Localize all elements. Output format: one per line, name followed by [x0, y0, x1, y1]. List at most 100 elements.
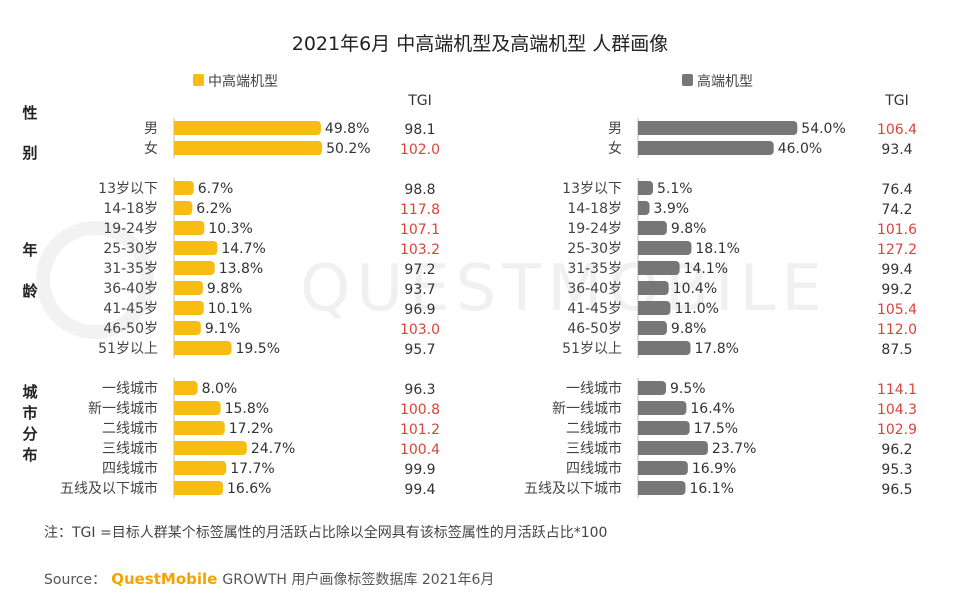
bar: [638, 401, 687, 415]
bar-value-label: 6.7%: [198, 181, 234, 197]
bar-value-label: 10.3%: [208, 221, 252, 237]
bar: [638, 201, 650, 215]
bar: [638, 481, 686, 495]
tgi-value: 96.5: [881, 482, 912, 498]
tgi-value: 98.1: [404, 122, 435, 138]
tgi-value: 95.3: [881, 462, 912, 478]
category-label: 46-50岁: [567, 321, 622, 337]
category-label: 三线城市: [102, 440, 158, 457]
bar-value-label: 16.1%: [689, 481, 733, 497]
bar-value-label: 15.8%: [225, 401, 269, 417]
bar-value-label: 9.8%: [207, 281, 243, 297]
bar-value-label: 54.0%: [801, 121, 845, 137]
category-label: 一线城市: [102, 380, 158, 397]
bar-value-label: 16.6%: [227, 481, 271, 497]
tgi-value: 74.2: [881, 202, 912, 218]
bar: [174, 181, 194, 195]
tgi-value: 76.4: [881, 182, 912, 198]
tgi-header-left: TGI: [407, 93, 432, 109]
tgi-value: 87.5: [881, 342, 912, 358]
bar: [174, 481, 223, 495]
category-label: 四线城市: [566, 460, 622, 477]
bar-value-label: 14.1%: [684, 261, 728, 277]
tgi-value: 93.4: [881, 142, 912, 158]
bar-value-label: 19.5%: [236, 341, 280, 357]
bar-value-label: 9.8%: [671, 321, 707, 337]
bar: [174, 401, 221, 415]
bar: [638, 281, 669, 295]
bar-value-label: 10.1%: [208, 301, 252, 317]
category-label: 46-50岁: [103, 321, 158, 337]
tgi-value: 99.2: [881, 282, 912, 298]
bar: [174, 301, 204, 315]
category-label: 51岁以上: [562, 341, 622, 357]
bar-value-label: 9.1%: [205, 321, 241, 337]
category-label: 二线城市: [102, 420, 158, 437]
legend-label-mid-high: 中高端机型: [208, 73, 278, 90]
tgi-value: 99.9: [404, 462, 435, 478]
tgi-value: 117.8: [400, 202, 440, 218]
section-label-char: 别: [21, 144, 37, 162]
bar: [638, 321, 667, 335]
category-label: 三线城市: [566, 440, 622, 457]
bar: [638, 221, 667, 235]
bar: [638, 341, 691, 355]
category-label: 男: [144, 121, 158, 137]
bar: [174, 341, 232, 355]
bar: [638, 441, 708, 455]
bar: [174, 461, 227, 475]
category-label: 女: [608, 140, 622, 157]
bar: [174, 201, 193, 215]
bar: [638, 461, 688, 475]
bar-value-label: 17.2%: [229, 421, 273, 437]
category-label: 14-18岁: [103, 201, 158, 217]
category-label: 36-40岁: [567, 281, 622, 297]
tgi-value: 103.2: [400, 242, 440, 258]
bar-value-label: 18.1%: [695, 241, 739, 257]
legend-label-high: 高端机型: [697, 73, 753, 90]
bar: [174, 381, 198, 395]
bar-value-label: 17.7%: [230, 461, 274, 477]
section-label-char: 分: [22, 425, 37, 443]
source-prefix: Source：: [44, 572, 106, 588]
bar-value-label: 50.2%: [326, 141, 370, 157]
category-label: 31-35岁: [567, 261, 622, 277]
tgi-value: 100.8: [400, 402, 440, 418]
tgi-value: 107.1: [400, 222, 440, 238]
tgi-value: 99.4: [404, 482, 435, 498]
legend-swatch-high: [682, 74, 693, 86]
bar: [174, 441, 247, 455]
category-label: 25-30岁: [103, 241, 158, 257]
category-label: 13岁以下: [98, 181, 158, 197]
watermark-logo-icon: [36, 221, 154, 339]
section-label-char: 城: [22, 383, 37, 401]
bar: [174, 421, 225, 435]
category-label: 五线及以下城市: [60, 480, 158, 497]
category-label: 51岁以上: [98, 341, 158, 357]
category-label: 41-45岁: [567, 301, 622, 317]
section-label-char: 布: [22, 446, 37, 464]
bar: [174, 321, 201, 335]
tgi-value: 96.3: [404, 382, 435, 398]
section-label-char: 性: [22, 104, 37, 122]
tgi-value: 127.2: [877, 242, 917, 258]
tgi-value: 101.2: [400, 422, 440, 438]
category-label: 31-35岁: [103, 261, 158, 277]
tgi-value: 102.9: [877, 422, 917, 438]
bar: [174, 241, 218, 255]
category-label: 25-30岁: [567, 241, 622, 257]
category-label: 二线城市: [566, 420, 622, 437]
bar: [638, 141, 774, 155]
bar-value-label: 11.0%: [674, 301, 718, 317]
category-label: 41-45岁: [103, 301, 158, 317]
bar: [174, 141, 323, 155]
category-label: 一线城市: [566, 380, 622, 397]
category-label: 19-24岁: [567, 221, 622, 237]
tgi-value: 99.4: [881, 262, 912, 278]
source-rest: GROWTH 用户画像标签数据库 2021年6月: [222, 571, 494, 588]
bar: [174, 121, 321, 135]
tgi-value: 93.7: [404, 282, 435, 298]
tgi-header-right: TGI: [884, 93, 909, 109]
category-label: 14-18岁: [567, 201, 622, 217]
